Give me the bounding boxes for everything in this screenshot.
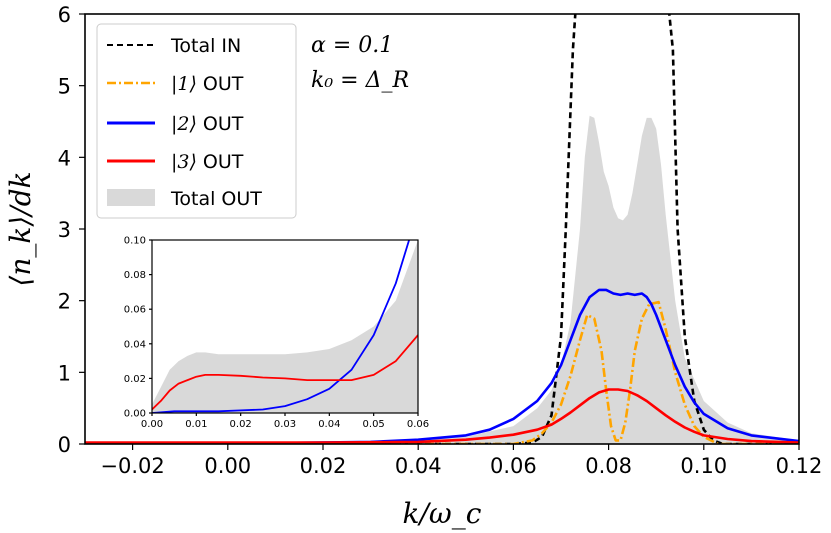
inset-series-2-out-line xyxy=(152,240,410,413)
y-tick-label: 0 xyxy=(58,433,71,457)
inset-y-tick-label: 0.06 xyxy=(124,305,146,316)
inset-x-tick-label: 0.05 xyxy=(363,419,385,430)
x-tick-label: 0.06 xyxy=(490,454,537,478)
x-tick-label: 0.02 xyxy=(300,454,347,478)
inset-y-tick-label: 0.04 xyxy=(124,339,146,350)
legend-label-state-1: |1⟩ OUT xyxy=(171,73,244,95)
x-tick-label: 0.08 xyxy=(585,454,632,478)
x-tick-label: 0.12 xyxy=(776,454,823,478)
inset-x-tick-label: 0.03 xyxy=(274,419,296,430)
x-tick-label: 0.00 xyxy=(204,454,251,478)
inset-y-tick-label: 0.10 xyxy=(124,236,146,247)
legend-math-state-1: |1⟩ xyxy=(171,73,197,95)
y-tick-label: 6 xyxy=(58,3,71,27)
legend-box xyxy=(96,23,297,219)
inset-y-tick-label: 0.08 xyxy=(124,270,146,281)
inset-y-tick-label: 0.02 xyxy=(124,374,146,385)
inset-x-tick-label: 0.04 xyxy=(318,419,340,430)
y-tick-label: 5 xyxy=(58,75,71,99)
y-axis-title: ⟨n_k⟩/dk xyxy=(4,171,37,286)
legend-math-state-3: |3⟩ xyxy=(171,151,197,173)
inset-x-tick-label: 0.00 xyxy=(141,419,163,430)
x-tick-label: −0.02 xyxy=(100,454,164,478)
series-3-out-line xyxy=(85,388,799,444)
main-plot xyxy=(85,14,799,444)
series-total-out-area xyxy=(85,115,799,444)
legend-text-state-3: OUT xyxy=(203,151,244,173)
inset-series xyxy=(152,240,418,413)
main-axes: −0.02 0.00 0.02 0.04 0.06 0.08 0.10 0.12 0 1 2 3 4 5 6 xyxy=(58,3,823,478)
series-total-in-line xyxy=(85,14,799,444)
legend-label-total-in: Total IN xyxy=(170,35,241,57)
legend-label-state-3: |3⟩ OUT xyxy=(171,151,244,173)
annotation-k0: k₀ = Δ_R xyxy=(311,68,409,93)
legend-text-state-1: OUT xyxy=(203,73,244,95)
inset-plot: 0.00 0.01 0.02 0.03 0.04 0.05 0.06 0.00 0.02 0.04… xyxy=(124,236,429,431)
x-tick-label: 0.04 xyxy=(395,454,442,478)
inset-x-tick-label: 0.02 xyxy=(230,419,252,430)
x-axis-title: k/ω_c xyxy=(403,497,482,530)
inset-x-tick-label: 0.06 xyxy=(407,419,429,430)
y-tick-label: 3 xyxy=(58,218,71,242)
inset-y-tick-label: 0.00 xyxy=(124,409,146,420)
legend-label-total-out: Total OUT xyxy=(170,188,262,210)
annotation-alpha: α = 0.1 xyxy=(311,33,393,58)
legend-text-state-2: OUT xyxy=(203,113,244,135)
x-tick-label: 0.10 xyxy=(680,454,727,478)
y-tick-label: 4 xyxy=(58,146,71,170)
legend-swatch-total-out xyxy=(107,189,155,206)
inset-series-3-out-line xyxy=(152,334,418,411)
legend-math-state-2: |2⟩ xyxy=(171,113,197,135)
series-2-out-line xyxy=(85,288,799,444)
y-tick-label: 2 xyxy=(58,290,71,314)
legend: Total IN |1⟩ OUT |2⟩ OUT |3⟩ OUT Total OUT xyxy=(96,23,297,219)
inset-x-tick-label: 0.01 xyxy=(185,419,207,430)
y-tick-label: 1 xyxy=(58,361,71,385)
series-1-out-line xyxy=(85,300,799,444)
inset-axes: 0.00 0.01 0.02 0.03 0.04 0.05 0.06 0.00 0.02 0.04… xyxy=(124,236,429,431)
legend-label-state-2: |2⟩ OUT xyxy=(171,113,244,135)
